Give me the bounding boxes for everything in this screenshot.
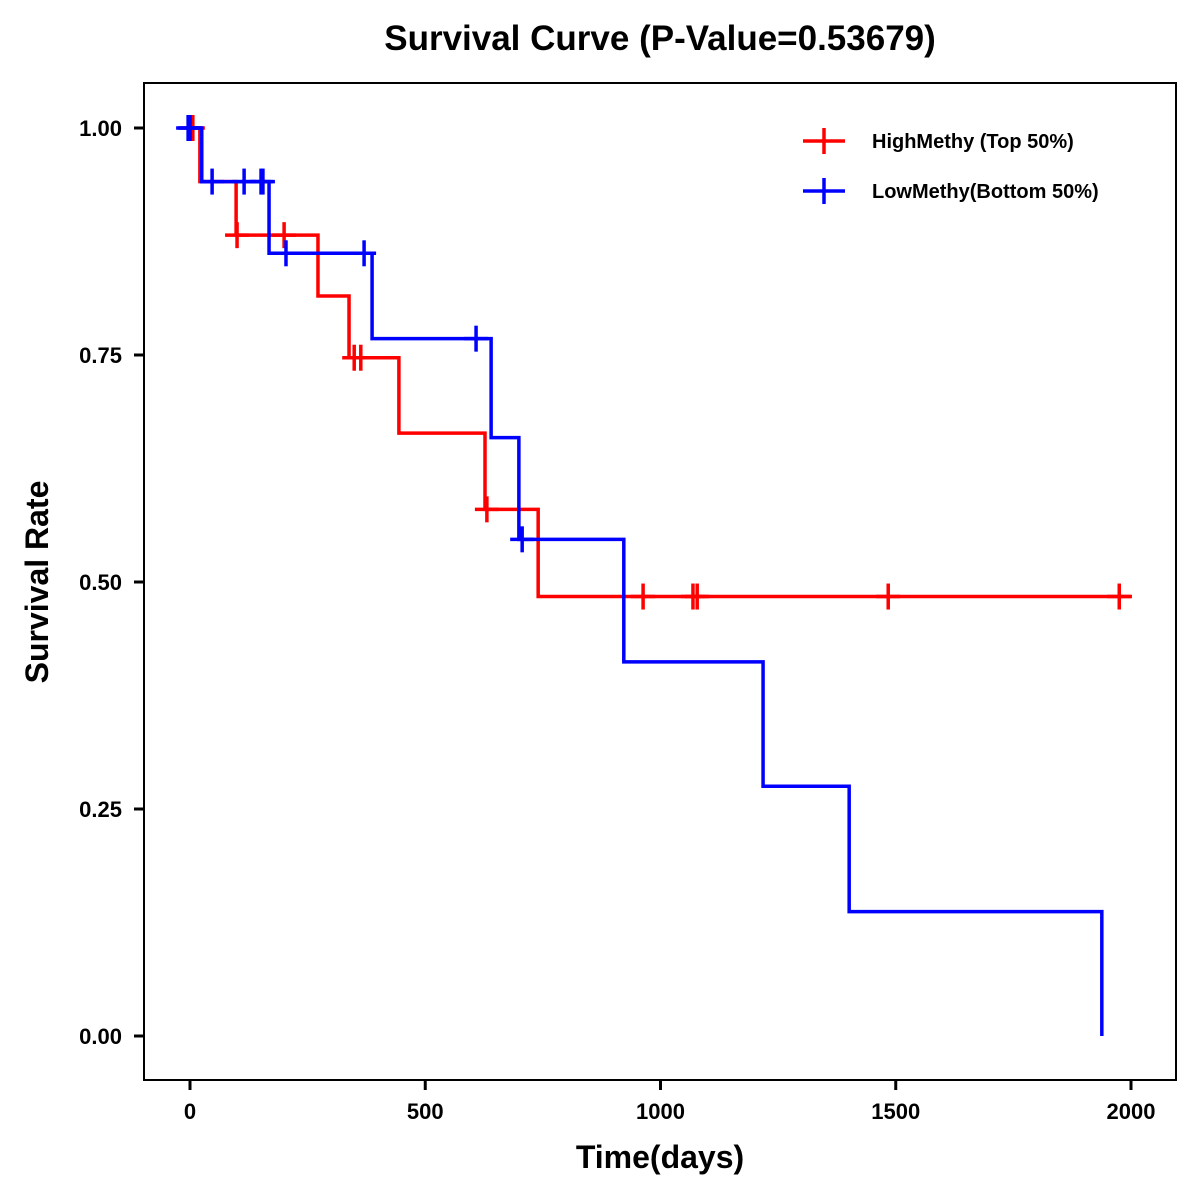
x-tick-label: 1000 <box>636 1099 685 1124</box>
x-tick-label: 0 <box>184 1099 196 1124</box>
censor-mark <box>225 222 250 249</box>
y-tick-label: 0.00 <box>79 1024 122 1049</box>
x-tick-label: 500 <box>407 1099 444 1124</box>
censor-mark <box>1107 583 1132 610</box>
legend-label: HighMethy (Top 50%) <box>872 131 1074 153</box>
y-axis: 0.00 0.25 0.50 0.75 1.00 <box>79 116 144 1049</box>
x-axis-title: Time(days) <box>576 1139 744 1175</box>
censor-mark <box>474 496 499 523</box>
legend-item: LowMethy(Bottom 50%) <box>803 178 1099 204</box>
x-tick-label: 2000 <box>1107 1099 1156 1124</box>
y-tick-label: 0.25 <box>79 797 122 822</box>
y-tick-label: 1.00 <box>79 116 122 141</box>
series-low-methy <box>176 115 1104 1036</box>
censor-mark <box>464 325 489 352</box>
series-layer <box>176 115 1132 1036</box>
censor-mark <box>250 168 275 195</box>
y-axis-title: Survival Rate <box>19 481 55 684</box>
legend: HighMethy (Top 50%) LowMethy(Bottom 50%) <box>803 128 1099 204</box>
survival-curve-line <box>188 126 1104 1036</box>
x-axis: 0 500 1000 1500 2000 <box>184 1080 1156 1124</box>
y-tick-label: 0.50 <box>79 570 122 595</box>
censor-mark <box>352 240 377 267</box>
censor-mark <box>272 222 297 249</box>
censor-mark <box>631 583 656 610</box>
legend-item: HighMethy (Top 50%) <box>803 128 1074 154</box>
censor-mark <box>178 115 202 141</box>
censor-mark <box>876 583 901 610</box>
censor-mark <box>200 168 225 195</box>
censor-mark <box>273 240 298 267</box>
censor-mark <box>348 344 373 371</box>
x-tick-label: 1500 <box>871 1099 920 1124</box>
chart-title: Survival Curve (P-Value=0.53679) <box>384 19 936 58</box>
censor-mark <box>685 583 710 610</box>
censor-mark <box>510 526 535 553</box>
plot-frame <box>143 82 1177 1081</box>
legend-label: LowMethy(Bottom 50%) <box>872 181 1099 203</box>
y-tick-label: 0.75 <box>79 343 122 368</box>
